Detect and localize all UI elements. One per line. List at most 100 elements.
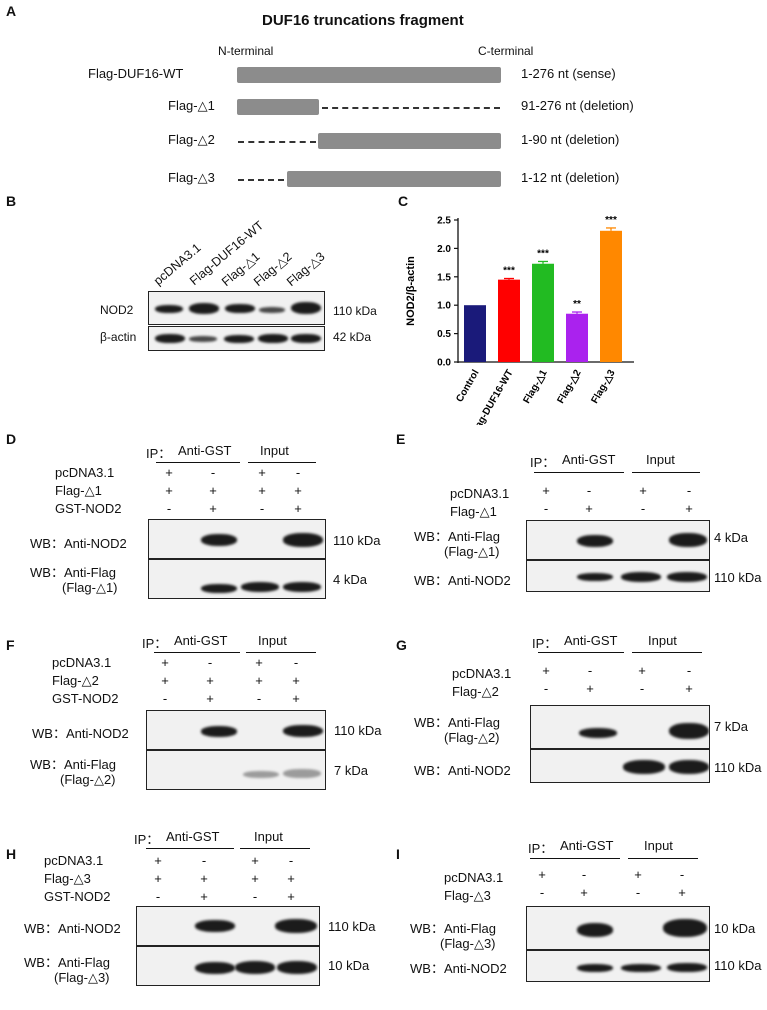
panel-d-label: D (6, 431, 17, 447)
f-row-gst: GST-NOD2 (52, 691, 119, 706)
fragment-desc-d3: 1-12 nt (deletion) (521, 170, 620, 185)
i-blot-nod2 (526, 950, 710, 982)
g-wb-flag: WB：Anti-Flag (414, 715, 500, 730)
sign-minus: - (166, 501, 172, 516)
bar-4 (600, 230, 622, 362)
sign-plus: + (294, 501, 302, 516)
fragment-name-d2: Flag-△2 (168, 132, 215, 147)
e-row-flag: Flag-△1 (450, 504, 497, 519)
panel-c-label: C (398, 193, 409, 209)
f-size-110: 110 kDa (334, 723, 382, 738)
h-size-110: 110 kDa (328, 919, 376, 934)
h-input: Input (254, 829, 283, 844)
sign-minus: - (581, 867, 587, 882)
bar-1 (498, 279, 520, 362)
d-wb-nod2: WB：Anti-NOD2 (30, 536, 127, 551)
h-size-flag: 10 kDa (328, 958, 370, 973)
sign-plus: + (165, 483, 173, 498)
sign-minus: - (635, 885, 641, 900)
sign-plus: + (258, 465, 266, 480)
g-wb-nod2: WB：Anti-NOD2 (414, 763, 511, 778)
sign-minus: - (640, 501, 646, 516)
y-tick-label: 0.5 (437, 329, 451, 340)
sign-plus: + (586, 681, 594, 696)
sign-plus: + (634, 867, 642, 882)
panel-b-label: B (6, 193, 17, 209)
x-tick-label: Flag-△1 (522, 368, 550, 406)
fragment-desc-wt: 1-276 nt (sense) (521, 66, 616, 81)
g-row-flag: Flag-△2 (452, 684, 499, 699)
g-size-flag: 7 kDa (714, 719, 748, 734)
blot-b-nod2-size: 110 kDa (333, 304, 377, 318)
sign-plus: + (206, 691, 214, 706)
sign-plus: + (161, 673, 169, 688)
e-input: Input (646, 452, 675, 467)
d-row-pcdna: pcDNA3.1 (55, 465, 115, 480)
x-tick-label: Flag-△3 (590, 368, 618, 406)
e-wb-flag: WB：Anti-Flag (414, 529, 500, 544)
e-row-pcdna: pcDNA3.1 (450, 486, 510, 501)
significance-mark: *** (537, 248, 549, 259)
d-row-flag: Flag-△1 (55, 483, 102, 498)
y-tick-label: 2.0 (437, 244, 451, 255)
significance-mark: *** (503, 266, 515, 277)
sign-plus: + (294, 483, 302, 498)
sign-minus: - (259, 501, 265, 516)
bar-2 (532, 263, 554, 362)
g-ip-label: IP： (532, 636, 558, 651)
d-input: Input (260, 443, 289, 458)
i-size-flag: 10 kDa (714, 921, 756, 936)
g-wb-flag-paren: (Flag-△2) (444, 730, 500, 745)
f-wb-flag-paren: (Flag-△2) (60, 772, 116, 787)
sign-minus: - (543, 501, 549, 516)
sign-plus: + (255, 673, 263, 688)
e-wb-nod2: WB：Anti-NOD2 (414, 573, 511, 588)
h-wb-nod2: WB：Anti-NOD2 (24, 921, 121, 936)
fragment-name-wt: Flag-DUF16-WT (88, 66, 184, 81)
h-ip-label: IP： (134, 832, 160, 847)
f-input-line (246, 652, 316, 653)
significance-mark: *** (605, 215, 617, 226)
y-tick-label: 1.0 (437, 301, 451, 312)
sign-plus: + (292, 673, 300, 688)
sign-plus: + (154, 871, 162, 886)
fragment-desc-d2: 1-90 nt (deletion) (521, 132, 620, 147)
sign-minus: - (679, 867, 685, 882)
panel-f-label: F (6, 637, 15, 653)
d-size-flag: 4 kDa (333, 572, 367, 587)
h-anti-gst: Anti-GST (166, 829, 220, 844)
g-blot-nod2 (530, 749, 710, 783)
fragment-bar-d3 (287, 171, 501, 187)
i-wb-flag: WB：Anti-Flag (410, 921, 496, 936)
f-ip-line (154, 652, 240, 653)
sign-minus: - (252, 889, 258, 904)
g-blot-flag (530, 705, 710, 749)
x-tick-label: Control (454, 368, 481, 404)
h-row-pcdna: pcDNA3.1 (44, 853, 104, 868)
fragment-deletion-d3 (238, 179, 284, 181)
panel-e-label: E (396, 431, 406, 447)
panel-a-label: A (6, 3, 17, 19)
g-input: Input (648, 633, 677, 648)
e-ip-line (534, 472, 624, 473)
sign-plus: + (685, 501, 693, 516)
h-row-gst: GST-NOD2 (44, 889, 111, 904)
y-tick-label: 2.5 (437, 216, 451, 227)
sign-plus: + (200, 889, 208, 904)
e-size-110: 110 kDa (714, 570, 762, 585)
h-blot-flag (136, 946, 320, 986)
sign-plus: + (251, 871, 259, 886)
e-blot-flag (526, 520, 710, 560)
f-input: Input (258, 633, 287, 648)
e-input-line (632, 472, 700, 473)
e-wb-flag-paren: (Flag-△1) (444, 544, 500, 559)
f-blot-flag (146, 750, 326, 790)
d-wb-flag: WB：Anti-Flag (30, 565, 116, 580)
f-blot-nod2 (146, 710, 326, 750)
y-tick-label: 0.0 (437, 358, 451, 369)
i-blot-flag (526, 906, 710, 950)
sign-plus: + (678, 885, 686, 900)
fragment-deletion-d2 (238, 141, 316, 143)
h-row-flag: Flag-△3 (44, 871, 91, 886)
sign-plus: + (206, 673, 214, 688)
